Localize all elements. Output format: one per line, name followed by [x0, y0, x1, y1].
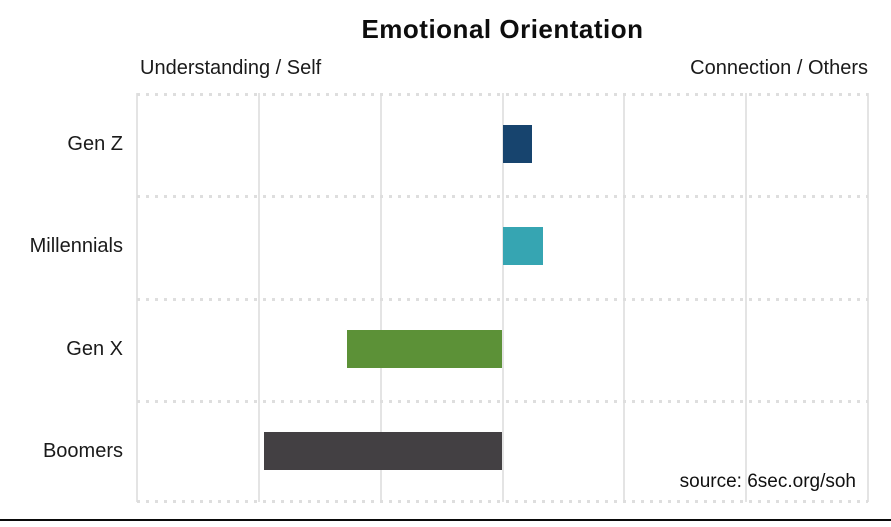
- right-axis-label: Connection / Others: [690, 57, 868, 79]
- dotted-row-separator: [137, 297, 868, 301]
- bottom-border-line: [0, 519, 891, 521]
- left-axis-label: Understanding / Self: [140, 57, 322, 79]
- category-label-gen-z: Gen Z: [67, 133, 123, 156]
- category-labels: Gen Z Millennials Gen X Boomers: [0, 93, 123, 502]
- vertical-gridline: [867, 93, 869, 502]
- dotted-row-separator: [137, 399, 868, 403]
- dotted-row-separator: [137, 500, 868, 503]
- category-label-boomers: Boomers: [42, 439, 123, 462]
- bar-gen-x: [346, 329, 503, 368]
- chart-title: Emotional Orientation: [361, 14, 644, 44]
- category-label-gen-x: Gen X: [66, 337, 123, 360]
- source-caption: source: 6sec.org/soh: [679, 471, 856, 492]
- dotted-row-separator: [137, 93, 868, 96]
- bar-millennials: [502, 227, 543, 266]
- orientation-axis-labels: Understanding / Self Connection / Others: [140, 57, 868, 80]
- category-label-millennials: Millennials: [29, 235, 123, 258]
- bar-boomers: [263, 431, 503, 470]
- plot-area: source: 6sec.org/soh: [136, 93, 869, 503]
- dotted-row-separator: [137, 195, 868, 199]
- bar-gen-z: [502, 125, 532, 164]
